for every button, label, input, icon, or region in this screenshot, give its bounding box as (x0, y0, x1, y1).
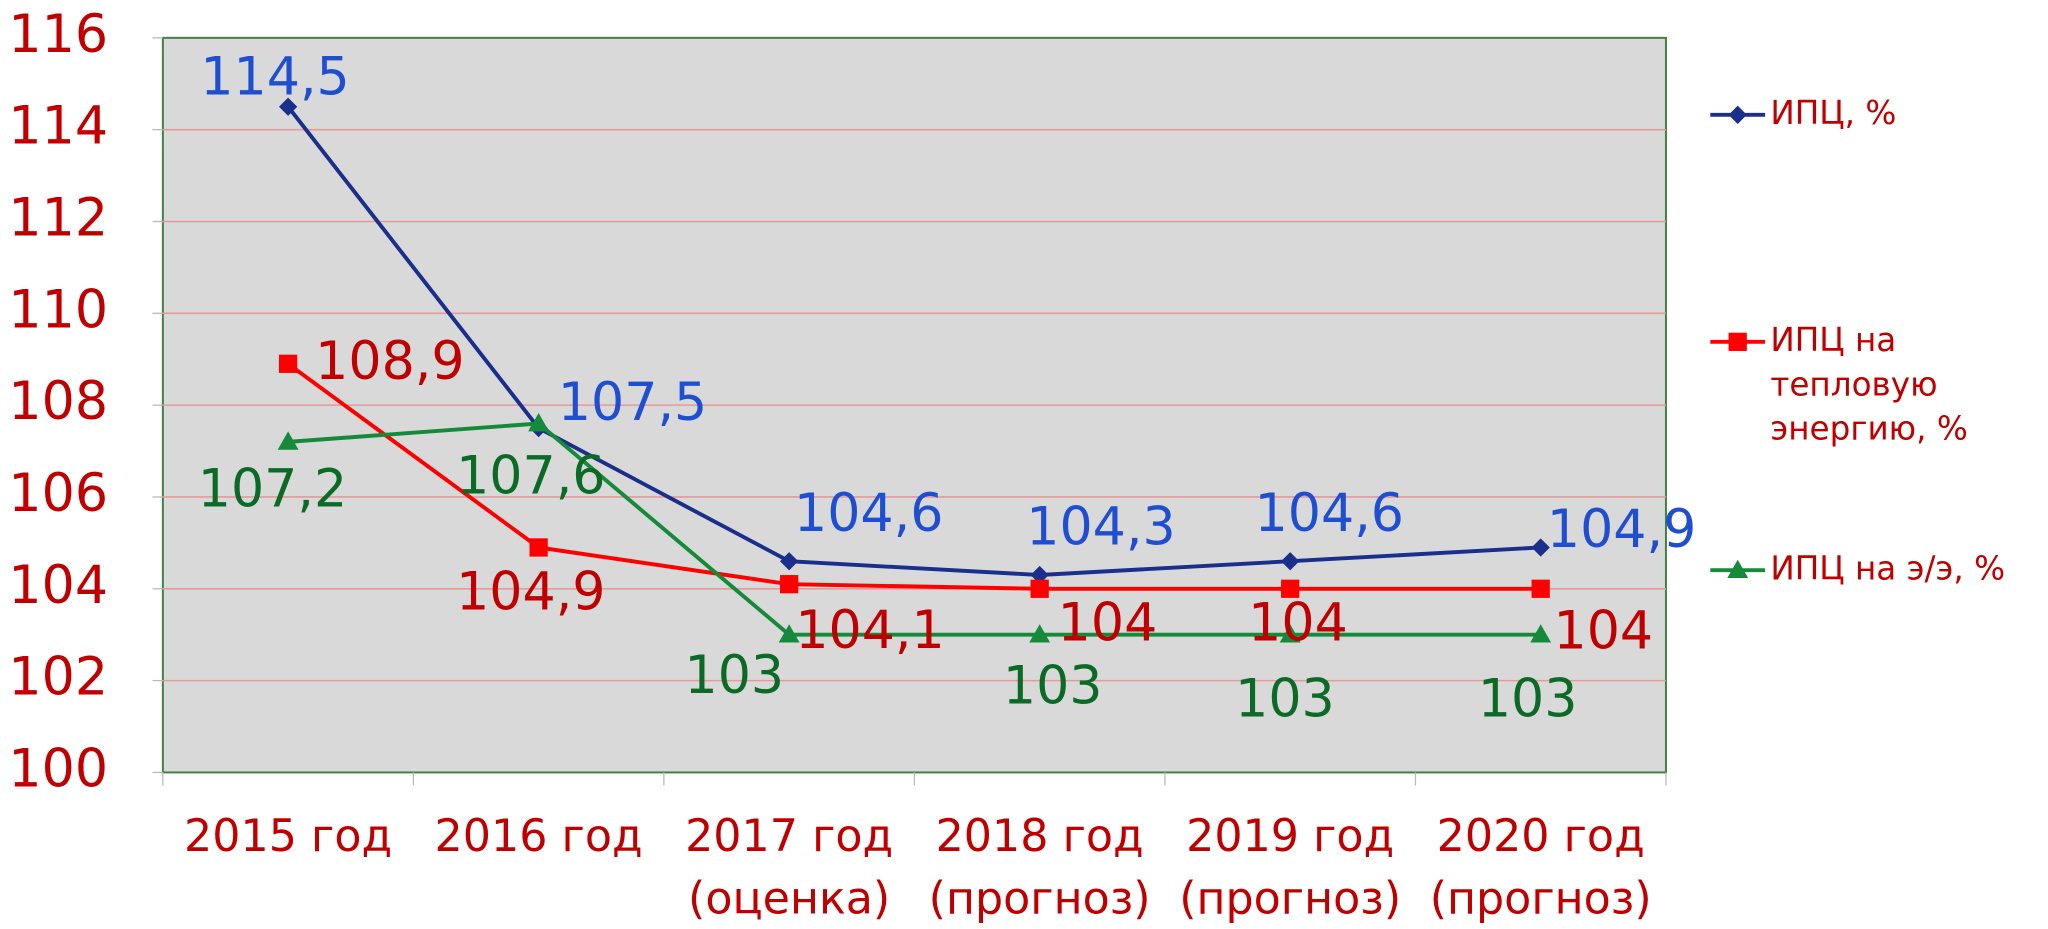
data-label: 104,9 (456, 563, 605, 623)
x-tick-label: 2020 год (1437, 811, 1645, 862)
legend-label: ИПЦ, % (1770, 93, 1897, 132)
y-tick-label: 108 (8, 372, 108, 432)
y-tick-label: 100 (8, 739, 108, 799)
y-tick-label: 112 (8, 188, 108, 248)
data-label: 107,2 (198, 460, 347, 520)
data-label: 104,6 (794, 484, 943, 544)
series-line (286, 362, 1541, 591)
marker (278, 354, 298, 373)
marker (778, 624, 800, 643)
marker (1030, 579, 1049, 598)
marker (1727, 559, 1749, 579)
x-tick-label: (прогноз) (1179, 874, 1401, 925)
data-label: 114,5 (200, 48, 349, 108)
data-label: 104,6 (1255, 484, 1404, 544)
x-tick-label: 2015 год (184, 811, 392, 862)
legend-entry: ИПЦ на э/э, % (1770, 549, 2006, 588)
data-label: 103 (1003, 656, 1103, 716)
legend-entry: ИПЦ на тепловую энергию, % (1770, 320, 1968, 447)
data-label: 103 (1235, 670, 1335, 730)
x-tick-label: (прогноз) (1430, 874, 1652, 925)
x-tick-label: 2017 год (685, 811, 893, 862)
legend-entry: ИПЦ, % (1770, 93, 1897, 132)
marker (1728, 332, 1747, 351)
marker (1029, 624, 1051, 643)
data-label: 104 (1248, 594, 1348, 654)
marker (277, 431, 299, 450)
y-tick-label: 114 (8, 97, 108, 157)
x-tick-label: 2019 год (1186, 811, 1394, 862)
data-label: 103 (1478, 670, 1578, 730)
y-tick-label: 110 (8, 280, 108, 340)
legend-label: ИПЦ на э/э, % (1770, 549, 2006, 588)
x-tick-label: (оценка) (688, 874, 890, 925)
data-label: 104 (1058, 594, 1158, 654)
data-label: 103 (685, 646, 785, 706)
data-label: 104,1 (795, 601, 944, 661)
data-label: 104,9 (1547, 500, 1696, 560)
marker (528, 413, 550, 432)
marker (1281, 579, 1300, 598)
data-label: 107,5 (558, 373, 707, 433)
marker (1531, 579, 1550, 598)
marker (529, 538, 548, 557)
y-tick-label: 104 (8, 556, 108, 616)
y-tick-label: 116 (8, 5, 108, 65)
marker (1728, 105, 1747, 124)
marker (1279, 624, 1301, 643)
marker (780, 575, 799, 594)
data-label: 107,6 (456, 447, 605, 507)
x-tick-label: 2016 год (435, 811, 643, 862)
series-line (286, 105, 1541, 577)
marker (780, 552, 799, 571)
data-label: 108,9 (315, 332, 464, 392)
y-tick-label: 106 (8, 464, 108, 524)
data-label: 104,3 (1026, 498, 1175, 558)
y-tick-label: 102 (8, 648, 108, 708)
marker (1530, 624, 1552, 643)
data-label: 104 (1554, 601, 1654, 661)
x-tick-label: 2018 год (936, 811, 1144, 862)
x-tick-label: (прогноз) (929, 874, 1151, 925)
series-line (287, 421, 1541, 637)
legend-label: ИПЦ на тепловую энергию, % (1770, 320, 1968, 447)
